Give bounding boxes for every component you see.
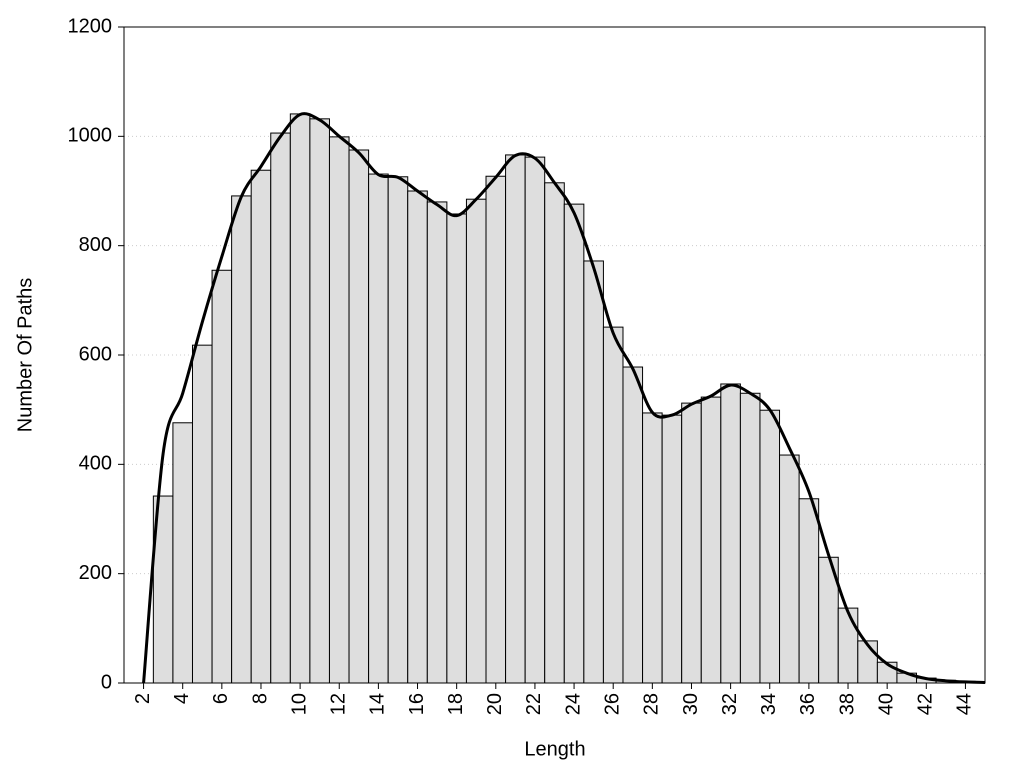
- bar: [426, 201, 448, 684]
- y-tick-label: 1000: [68, 125, 113, 147]
- x-tick-label: 28: [641, 693, 663, 715]
- bar: [524, 156, 546, 684]
- bar: [211, 269, 233, 684]
- bar: [172, 422, 193, 684]
- bar: [544, 182, 565, 684]
- bar: [270, 132, 291, 684]
- bar: [837, 607, 859, 684]
- bar: [583, 260, 604, 684]
- bar: [739, 392, 761, 684]
- y-tick-label: 800: [79, 234, 112, 256]
- bar: [289, 113, 311, 684]
- x-tick-label: 40: [875, 693, 897, 715]
- bar: [407, 190, 428, 684]
- bar: [720, 383, 741, 684]
- x-tick-label: 38: [836, 693, 858, 715]
- x-tick-label: 10: [288, 693, 310, 715]
- bar: [681, 402, 702, 684]
- x-tick-label: 30: [680, 693, 702, 715]
- x-tick-label: 6: [210, 693, 232, 704]
- bar: [309, 118, 330, 684]
- bar: [446, 213, 467, 684]
- bar: [387, 176, 409, 684]
- x-tick-label: 34: [758, 693, 780, 715]
- x-axis-label: Length: [524, 738, 585, 760]
- x-tick-label: 12: [328, 693, 350, 715]
- x-tick-label: 22: [523, 693, 545, 715]
- bar: [602, 326, 624, 684]
- density-curve: [142, 112, 986, 684]
- y-tick-label: 0: [101, 671, 112, 693]
- bar: [231, 195, 252, 684]
- y-tick-label: 1200: [68, 15, 113, 37]
- bar: [250, 169, 272, 684]
- y-tick-label: 400: [79, 453, 112, 475]
- x-tick-label: 32: [719, 693, 741, 715]
- bar: [700, 396, 722, 684]
- x-tick-label: 24: [562, 693, 584, 715]
- bar: [191, 344, 213, 684]
- bar: [642, 412, 663, 684]
- x-tick-label: 26: [601, 693, 623, 715]
- x-tick-label: 16: [406, 693, 428, 715]
- bar: [328, 136, 350, 684]
- bar: [563, 203, 585, 684]
- bar: [661, 414, 683, 684]
- bar: [798, 498, 820, 684]
- plot-frame: [123, 26, 986, 684]
- x-tick-label: 14: [367, 693, 389, 715]
- x-tick-label: 8: [249, 693, 271, 704]
- y-tick-label: 200: [79, 562, 112, 584]
- bar: [779, 454, 800, 684]
- bar: [505, 154, 526, 684]
- x-tick-label: 20: [484, 693, 506, 715]
- x-tick-label: 18: [445, 693, 467, 715]
- x-tick-label: 2: [132, 693, 154, 704]
- bar: [759, 409, 781, 684]
- bar: [465, 198, 487, 684]
- x-tick-label: 44: [954, 693, 976, 715]
- bar: [485, 175, 507, 684]
- bar: [368, 173, 389, 684]
- x-tick-label: 42: [915, 693, 937, 715]
- y-tick-label: 600: [79, 343, 112, 365]
- bar: [348, 149, 370, 684]
- x-tick-label: 4: [171, 693, 193, 704]
- y-axis-label: Number Of Paths: [14, 278, 36, 433]
- bar: [622, 366, 644, 684]
- x-tick-label: 36: [797, 693, 819, 715]
- bar: [857, 640, 878, 684]
